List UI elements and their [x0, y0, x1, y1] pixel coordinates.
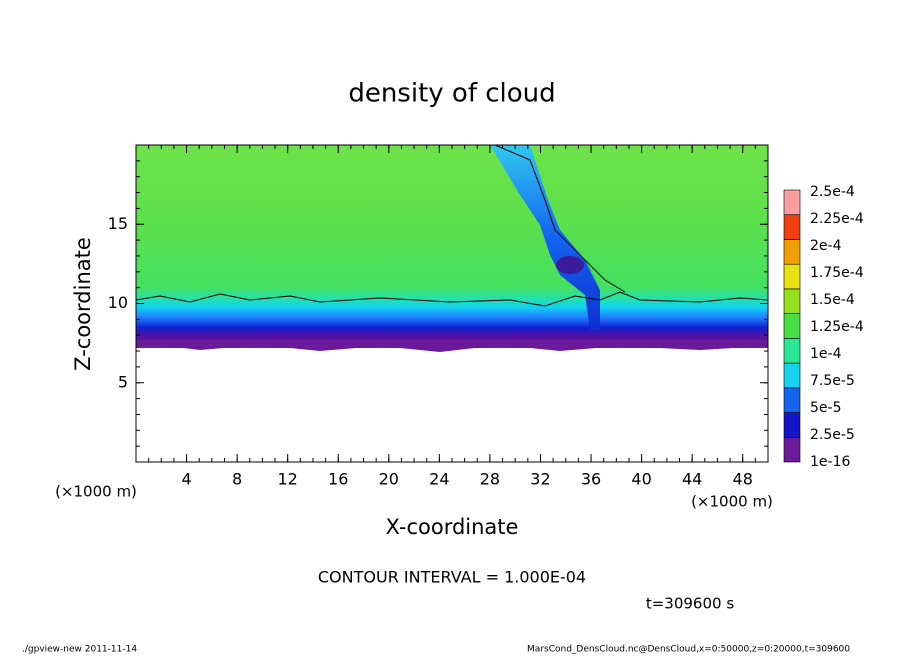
x-tick-label: 44 — [682, 470, 702, 489]
x-unit-right: (×1000 m) — [691, 493, 773, 511]
colorbar-label: 7.5e-5 — [810, 373, 855, 389]
time-label: t=309600 s — [646, 595, 734, 613]
colorbar-label: 1.25e-4 — [810, 319, 864, 335]
contour-line — [494, 144, 626, 293]
colorbar-label: 1e-4 — [810, 346, 842, 362]
x-tick-label: 36 — [581, 470, 601, 489]
colorbar-box — [783, 288, 801, 314]
x-tick-label: 24 — [429, 470, 449, 489]
x-tick-label: 20 — [379, 470, 399, 489]
y-tick-label: 10 — [108, 293, 128, 312]
field-bottom — [136, 340, 768, 352]
colorbar-box — [783, 387, 801, 413]
colorbar-label: 2e-4 — [810, 238, 842, 254]
y-tick-label: 15 — [108, 214, 128, 233]
footer-right: MarsCond_DensCloud.nc@DensCloud,x=0:5000… — [527, 645, 850, 655]
colorbar-box — [783, 362, 801, 389]
contour-line — [135, 291, 769, 307]
x-tick-label: 8 — [232, 470, 242, 489]
colorbar-box — [783, 263, 801, 290]
colorbar-label: 1.75e-4 — [810, 265, 864, 281]
field-core — [556, 256, 584, 274]
chart-title: density of cloud — [348, 79, 555, 109]
footer-left: ./gpview-new 2011-11-14 — [22, 645, 137, 655]
x-tick-label: 28 — [480, 470, 500, 489]
x-tick-label: 4 — [181, 470, 191, 489]
field-plume — [490, 145, 600, 330]
y-tick-label: 5 — [118, 372, 128, 391]
colorbar-box — [783, 189, 801, 216]
colorbar-box — [783, 436, 801, 463]
colorbar-box — [783, 338, 801, 364]
colorbar-label: 2.5e-5 — [810, 427, 855, 443]
x-tick-label: 32 — [530, 470, 550, 489]
colorbar-label: 5e-5 — [810, 400, 841, 416]
colorbar-label: 2.5e-4 — [810, 184, 855, 200]
colorbar-box — [783, 313, 801, 339]
x-tick-label: 48 — [733, 470, 753, 489]
field-band — [136, 145, 768, 348]
x-tick-label: 40 — [631, 470, 651, 489]
colorbar-label: 2.25e-4 — [810, 211, 864, 227]
y-axis-label: Z-coordinate — [71, 237, 95, 371]
x-tick-label: 16 — [328, 470, 348, 489]
x-unit: (×1000 m) — [55, 483, 137, 501]
field — [135, 144, 769, 352]
colorbar-box — [783, 239, 801, 265]
colorbar-label: 1e-16 — [810, 454, 850, 470]
colorbar-box — [783, 214, 801, 240]
x-axis-label: X-coordinate — [386, 515, 519, 539]
contour-interval: CONTOUR INTERVAL = 1.000E-04 — [318, 568, 586, 587]
x-tick-label: 12 — [278, 470, 298, 489]
colorbar-box — [783, 412, 801, 438]
colorbar-label: 1.5e-4 — [810, 292, 855, 308]
